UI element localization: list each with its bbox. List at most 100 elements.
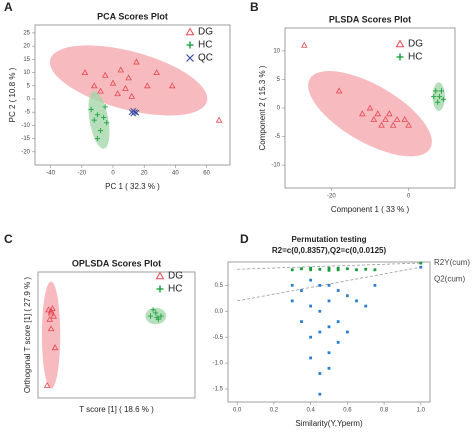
point	[301, 41, 308, 48]
point	[358, 110, 366, 117]
plot-frame	[37, 271, 196, 399]
y-tick-label: 10	[23, 70, 30, 76]
point	[50, 312, 57, 319]
point	[374, 110, 382, 117]
point	[153, 69, 160, 76]
point	[300, 320, 303, 324]
point	[405, 121, 412, 128]
legend-label: DG	[168, 271, 183, 282]
point	[364, 304, 368, 308]
y-axis-label: Orthogonal T score [1] ( 27.9 % )	[23, 277, 32, 394]
point	[327, 366, 331, 370]
point	[327, 266, 331, 270]
point	[153, 310, 159, 316]
y-tick-label: -20	[21, 149, 30, 155]
point	[144, 82, 151, 89]
x-tick-label: 0.0	[233, 408, 242, 414]
point	[389, 121, 397, 128]
point	[318, 283, 322, 287]
y-tick-label: -1.5	[213, 387, 224, 393]
point	[101, 114, 107, 121]
x-tick-label: 20	[141, 171, 148, 177]
x-tick-label: 40	[172, 171, 179, 177]
point	[117, 66, 125, 73]
panel: B PLSDA Scores Plot -20 0 -10 -5 0 5 10 Component…	[250, 0, 456, 214]
point	[318, 330, 322, 334]
point	[355, 268, 358, 272]
point	[300, 289, 303, 292]
point	[169, 82, 176, 89]
point	[438, 88, 445, 94]
legend-marker	[186, 41, 194, 49]
point	[46, 315, 54, 322]
point	[370, 116, 378, 122]
point	[345, 330, 349, 334]
x-axis-label: Similarity(Y,Yperm)	[295, 419, 363, 428]
point	[97, 128, 104, 134]
confidence-ellipse	[49, 45, 208, 116]
point	[327, 299, 331, 303]
y-tick-label: 0	[27, 97, 31, 103]
point	[309, 335, 313, 339]
y-tick-label: 10	[273, 48, 280, 54]
point	[125, 74, 132, 81]
y-tick-label: 0.0	[215, 309, 224, 315]
point	[109, 79, 117, 86]
panel: C OPLSDA Scores Plot T score [1] ( 18.6 % …	[4, 232, 196, 414]
legend-label: HC	[198, 40, 212, 51]
point	[130, 107, 137, 114]
legend-label: HC	[408, 52, 422, 63]
point	[128, 92, 135, 99]
y-axis-label: PC 2 ( 10.8 % )	[8, 67, 17, 122]
x-tick-label: 0.6	[343, 408, 352, 414]
point	[309, 356, 313, 360]
y-tick-label: 15	[23, 57, 30, 63]
point	[419, 261, 423, 265]
x-axis-label: PC 1 ( 32.3 % )	[105, 182, 160, 191]
y-tick-label: 25	[23, 31, 30, 37]
y-axis-label: Component 2 ( 15.3 % )	[258, 65, 267, 150]
point	[215, 116, 223, 123]
panel-letter: D	[240, 232, 249, 246]
y-tick-label: -5	[25, 110, 31, 116]
point	[335, 87, 343, 94]
chart-title: PCA Scores Plot	[97, 11, 168, 21]
legend-label: DG	[198, 27, 213, 38]
panel-letter: B	[250, 0, 259, 14]
point	[47, 309, 55, 316]
point	[382, 116, 389, 122]
point	[91, 82, 98, 89]
point	[309, 266, 313, 270]
x-tick-label: 0.4	[306, 408, 315, 414]
point	[378, 121, 385, 128]
point	[440, 96, 447, 103]
point	[318, 267, 322, 271]
x-tick-label: 0	[111, 171, 115, 177]
point	[290, 268, 294, 272]
point	[47, 307, 55, 314]
legend-marker	[185, 27, 195, 36]
panel-letter: C	[4, 232, 13, 246]
trend-line	[237, 266, 421, 302]
x-axis-label: T score [1] ( 18.6 % )	[79, 405, 154, 414]
point	[300, 267, 303, 271]
point	[94, 135, 100, 142]
point	[290, 299, 294, 303]
point	[309, 304, 313, 308]
y-tick-label: 5	[27, 83, 31, 89]
point	[318, 392, 322, 396]
point	[345, 294, 349, 298]
point	[101, 71, 109, 78]
legend-label: QC	[198, 53, 213, 64]
point	[290, 283, 294, 287]
point	[147, 313, 154, 319]
legend-label: R2Y(cum)	[434, 258, 470, 267]
point	[122, 84, 129, 91]
legend-marker	[156, 285, 164, 293]
point	[433, 88, 439, 94]
y-tick-label: -10	[21, 123, 30, 129]
legend-marker	[396, 53, 404, 61]
y-tick-label: -15	[21, 136, 30, 142]
point	[336, 320, 340, 324]
